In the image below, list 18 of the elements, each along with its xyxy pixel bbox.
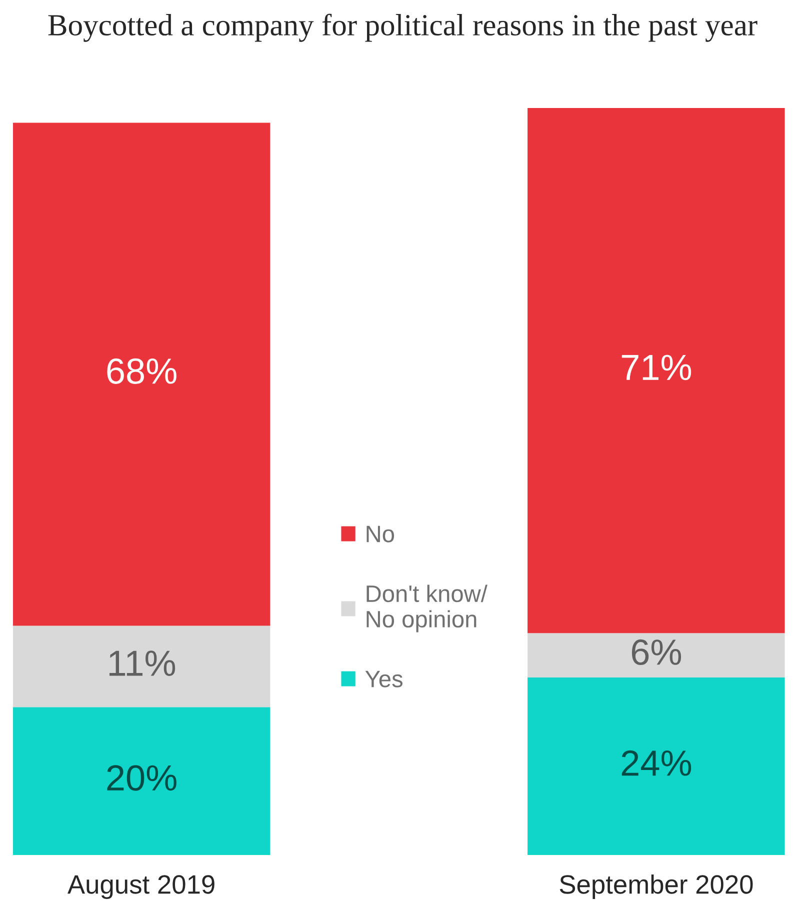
x-tick-label: September 2020 [560, 874, 753, 900]
legend-label: No [366, 526, 394, 542]
bar [12, 707, 270, 855]
legend-label: Yes [365, 670, 402, 688]
bar [12, 122, 270, 626]
bar [12, 626, 270, 708]
chart-title: Boycotted a company for political reasons in the past year [48, 14, 758, 42]
data-label: 6% [632, 639, 682, 665]
bar [528, 677, 785, 855]
data-label: 24% [622, 750, 692, 776]
legend-label: Don't know/ No opinion [366, 584, 488, 632]
data-label: 71% [622, 354, 692, 380]
data-label: 68% [107, 358, 176, 384]
data-label: 11% [109, 650, 176, 676]
data-label: 20% [107, 765, 176, 791]
x-tick-label: August 2019 [68, 875, 214, 900]
bar [528, 633, 785, 678]
bar [528, 108, 785, 634]
